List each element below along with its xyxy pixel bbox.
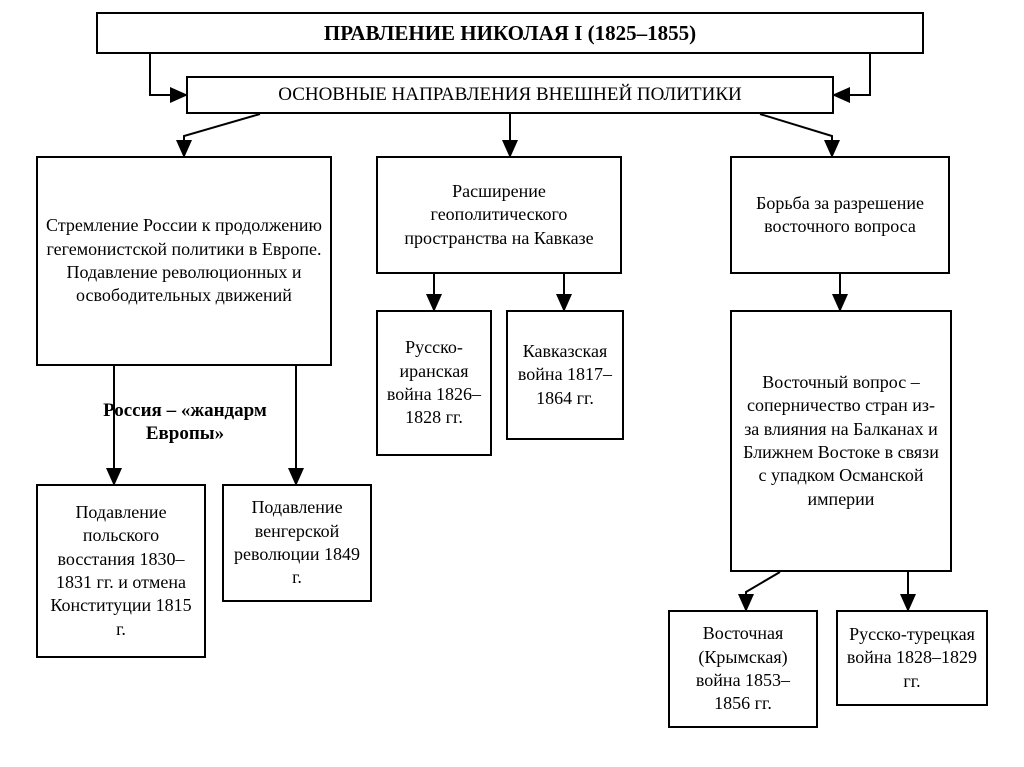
subtitle-text: ОСНОВНЫЕ НАПРАВЛЕНИЯ ВНЕШНЕЙ ПОЛИТИКИ: [278, 84, 742, 106]
poland-box: Подавление польского восстания 1830–1831…: [36, 484, 206, 658]
turkey-box: Русско-турецкая война 1828–1829 гг.: [836, 610, 988, 706]
gendarme-label: Россия – «жандарм Европы»: [70, 400, 300, 446]
direction-caucasus-box: Расширение геополитического пространства…: [376, 156, 622, 274]
title-text: ПРАВЛЕНИЕ НИКОЛАЯ I (1825–1855): [324, 21, 696, 46]
east-question-box: Восточный вопрос – соперничество стран и…: [730, 310, 952, 572]
arrow-title-to-subtitle-left: [150, 54, 186, 95]
turkey-text: Русско-турецкая война 1828–1829 гг.: [846, 623, 978, 693]
crimea-text: Восточная (Крымская) война 1853–1856 гг.: [678, 622, 808, 716]
direction-east-text: Борьба за разрешение восточного вопроса: [740, 192, 940, 239]
direction-east-box: Борьба за разрешение восточного вопроса: [730, 156, 950, 274]
arrow-title-to-subtitle-right: [834, 54, 870, 95]
hungary-text: Подавление венгерской революции 1849 г.: [232, 496, 362, 590]
arrow-sub-to-dir3: [760, 114, 832, 156]
direction-caucasus-text: Расширение геополитического пространства…: [386, 180, 612, 250]
gendarme-text: Россия – «жандарм Европы»: [103, 400, 267, 444]
arrow-east-to-crimea: [746, 572, 780, 610]
iran-war-text: Русско-иранская война 1826–1828 гг.: [386, 336, 482, 430]
caucasus-war-text: Кавказская война 1817–1864 гг.: [516, 340, 614, 410]
arrow-sub-to-dir1: [184, 114, 260, 156]
hungary-box: Подавление венгерской революции 1849 г.: [222, 484, 372, 602]
caucasus-war-box: Кавказская война 1817–1864 гг.: [506, 310, 624, 440]
poland-text: Подавление польского восстания 1830–1831…: [46, 501, 196, 641]
title-box: ПРАВЛЕНИЕ НИКОЛАЯ I (1825–1855): [96, 12, 924, 54]
crimea-box: Восточная (Крымская) война 1853–1856 гг.: [668, 610, 818, 728]
iran-war-box: Русско-иранская война 1826–1828 гг.: [376, 310, 492, 456]
direction-europe-text: Стремление России к продолжению гегемони…: [46, 214, 322, 308]
subtitle-box: ОСНОВНЫЕ НАПРАВЛЕНИЯ ВНЕШНЕЙ ПОЛИТИКИ: [186, 76, 834, 114]
east-question-text: Восточный вопрос – соперничество стран и…: [740, 371, 942, 511]
direction-europe-box: Стремление России к продолжению гегемони…: [36, 156, 332, 366]
